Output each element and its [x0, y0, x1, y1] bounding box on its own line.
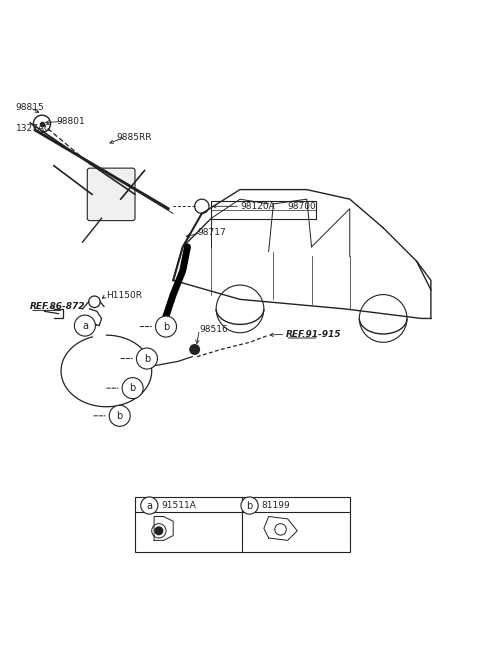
Text: 98717: 98717 — [197, 228, 226, 237]
Text: b: b — [117, 411, 123, 420]
Circle shape — [136, 348, 157, 369]
Text: 1327AC: 1327AC — [16, 124, 51, 133]
Text: 98815: 98815 — [16, 103, 45, 112]
Text: b: b — [163, 321, 169, 331]
Text: 9885RR: 9885RR — [116, 133, 151, 142]
Circle shape — [122, 378, 143, 399]
Text: 98516: 98516 — [199, 325, 228, 334]
Text: a: a — [146, 501, 152, 510]
Circle shape — [241, 497, 258, 514]
Text: b: b — [130, 383, 136, 393]
Text: b: b — [144, 354, 150, 363]
Text: REF.91-915: REF.91-915 — [285, 330, 341, 338]
Text: a: a — [82, 321, 88, 331]
Circle shape — [156, 316, 177, 337]
Text: 98801: 98801 — [56, 117, 85, 126]
Text: 81199: 81199 — [262, 501, 290, 510]
Circle shape — [155, 527, 163, 535]
Circle shape — [74, 315, 96, 336]
Text: REF.86-872: REF.86-872 — [30, 302, 85, 311]
Circle shape — [141, 497, 158, 514]
Circle shape — [109, 405, 130, 426]
FancyBboxPatch shape — [211, 201, 316, 219]
FancyBboxPatch shape — [135, 497, 350, 552]
Text: H1150R: H1150R — [107, 291, 143, 300]
Text: 98700: 98700 — [288, 202, 316, 211]
FancyBboxPatch shape — [87, 168, 135, 220]
Text: 98120A: 98120A — [240, 202, 275, 211]
Text: b: b — [246, 501, 252, 510]
Text: 91511A: 91511A — [161, 501, 196, 510]
Circle shape — [190, 344, 199, 354]
